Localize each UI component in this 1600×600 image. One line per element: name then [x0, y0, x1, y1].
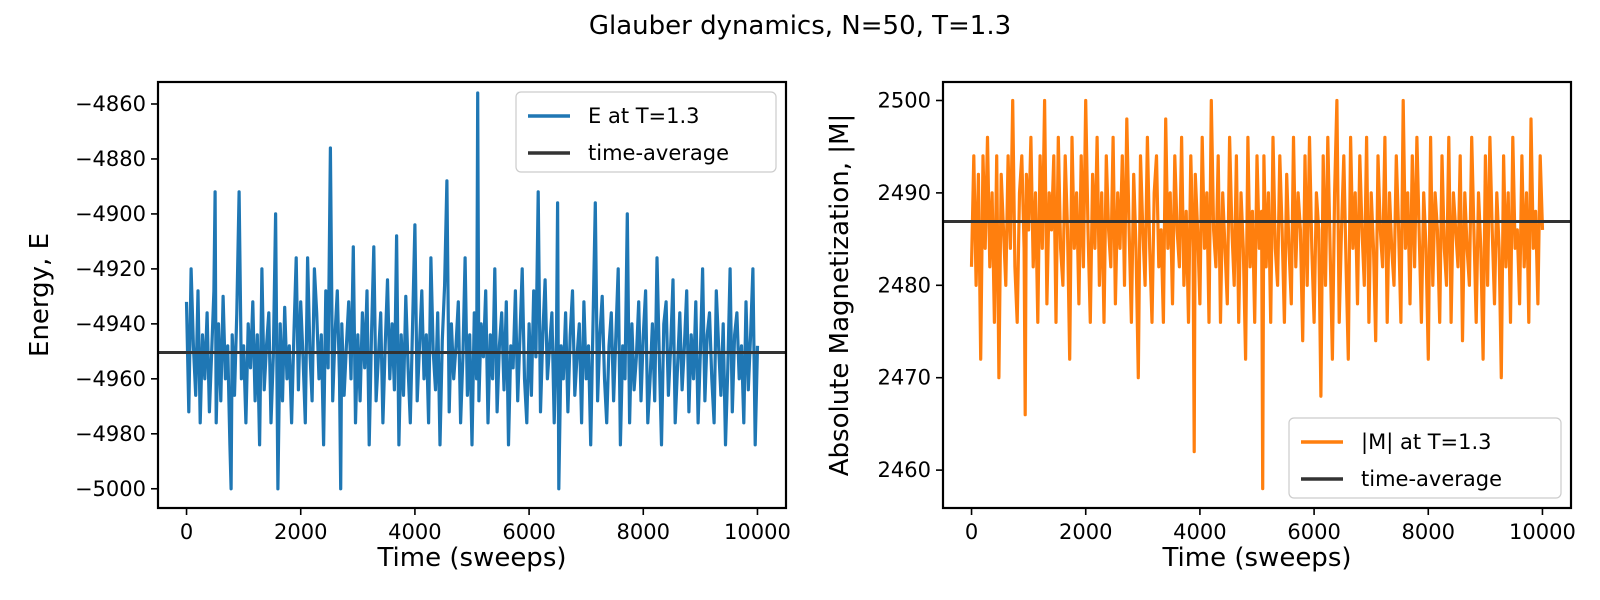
magnetization-legend: |M| at T=1.3 time-average — [1288, 417, 1562, 499]
energy-y-tick-label: −4920 — [75, 257, 146, 281]
magnetization-legend-label: time-average — [1361, 467, 1502, 491]
magnetization-chart: 0 2000 4000 6000 8000 10000 2460 2470 2480 2490 25… — [825, 80, 1576, 573]
energy-x-tick-label: 10000 — [724, 520, 791, 544]
energy-legend-box — [515, 91, 777, 173]
energy-y-tick-label: −5000 — [75, 477, 146, 501]
magnetization-y-tick-label: 2480 — [878, 273, 931, 297]
magnetization-y-axis-label: Absolute Magnetization, |M| — [825, 114, 855, 477]
energy-x-tick-label: 4000 — [388, 520, 441, 544]
energy-x-tick-label: 6000 — [502, 520, 555, 544]
energy-y-tick-label: −4860 — [75, 92, 146, 116]
energy-legend-label: E at T=1.3 — [588, 104, 700, 128]
magnetization-x-tick-label: 10000 — [1509, 520, 1576, 544]
magnetization-x-tick-label: 2000 — [1059, 520, 1112, 544]
magnetization-y-tick-label: 2500 — [878, 88, 931, 112]
magnetization-x-tick-label: 0 — [965, 520, 978, 544]
magnetization-y-tick-label: 2490 — [878, 181, 931, 205]
energy-x-tick-label: 2000 — [274, 520, 327, 544]
magnetization-legend-box — [1288, 417, 1562, 499]
magnetization-x-tick-label: 6000 — [1287, 520, 1340, 544]
magnetization-series-line — [969, 98, 1545, 491]
energy-x-tick-label: 8000 — [617, 520, 670, 544]
energy-y-axis-label: Energy, E — [25, 233, 55, 357]
magnetization-plot-frame — [941, 80, 1573, 510]
energy-y-tick-label: −4960 — [75, 367, 146, 391]
energy-x-tick-label: 0 — [180, 520, 193, 544]
energy-x-axis-label: Time (sweeps) — [376, 543, 566, 573]
magnetization-legend-label: |M| at T=1.3 — [1361, 430, 1492, 455]
magnetization-y-tick-label: 2470 — [878, 366, 931, 390]
energy-legend-label: time-average — [588, 141, 729, 165]
energy-y-tick-label: −4900 — [75, 202, 146, 226]
figure-title: Glauber dynamics, N=50, T=1.3 — [589, 11, 1011, 41]
magnetization-x-axis-label: Time (sweeps) — [1161, 543, 1351, 573]
magnetization-x-tick-label: 8000 — [1402, 520, 1455, 544]
energy-series-line — [184, 91, 760, 491]
magnetization-y-tick-label: 2460 — [878, 458, 931, 482]
energy-plot-frame — [156, 80, 788, 510]
energy-chart: 0 2000 4000 6000 8000 10000 −5000 −4980 −4960 −49… — [25, 80, 791, 573]
magnetization-x-tick-label: 4000 — [1173, 520, 1226, 544]
energy-legend: E at T=1.3 time-average — [515, 91, 777, 173]
energy-y-tick-label: −4880 — [75, 147, 146, 171]
energy-y-tick-label: −4940 — [75, 312, 146, 336]
energy-y-tick-label: −4980 — [75, 422, 146, 446]
